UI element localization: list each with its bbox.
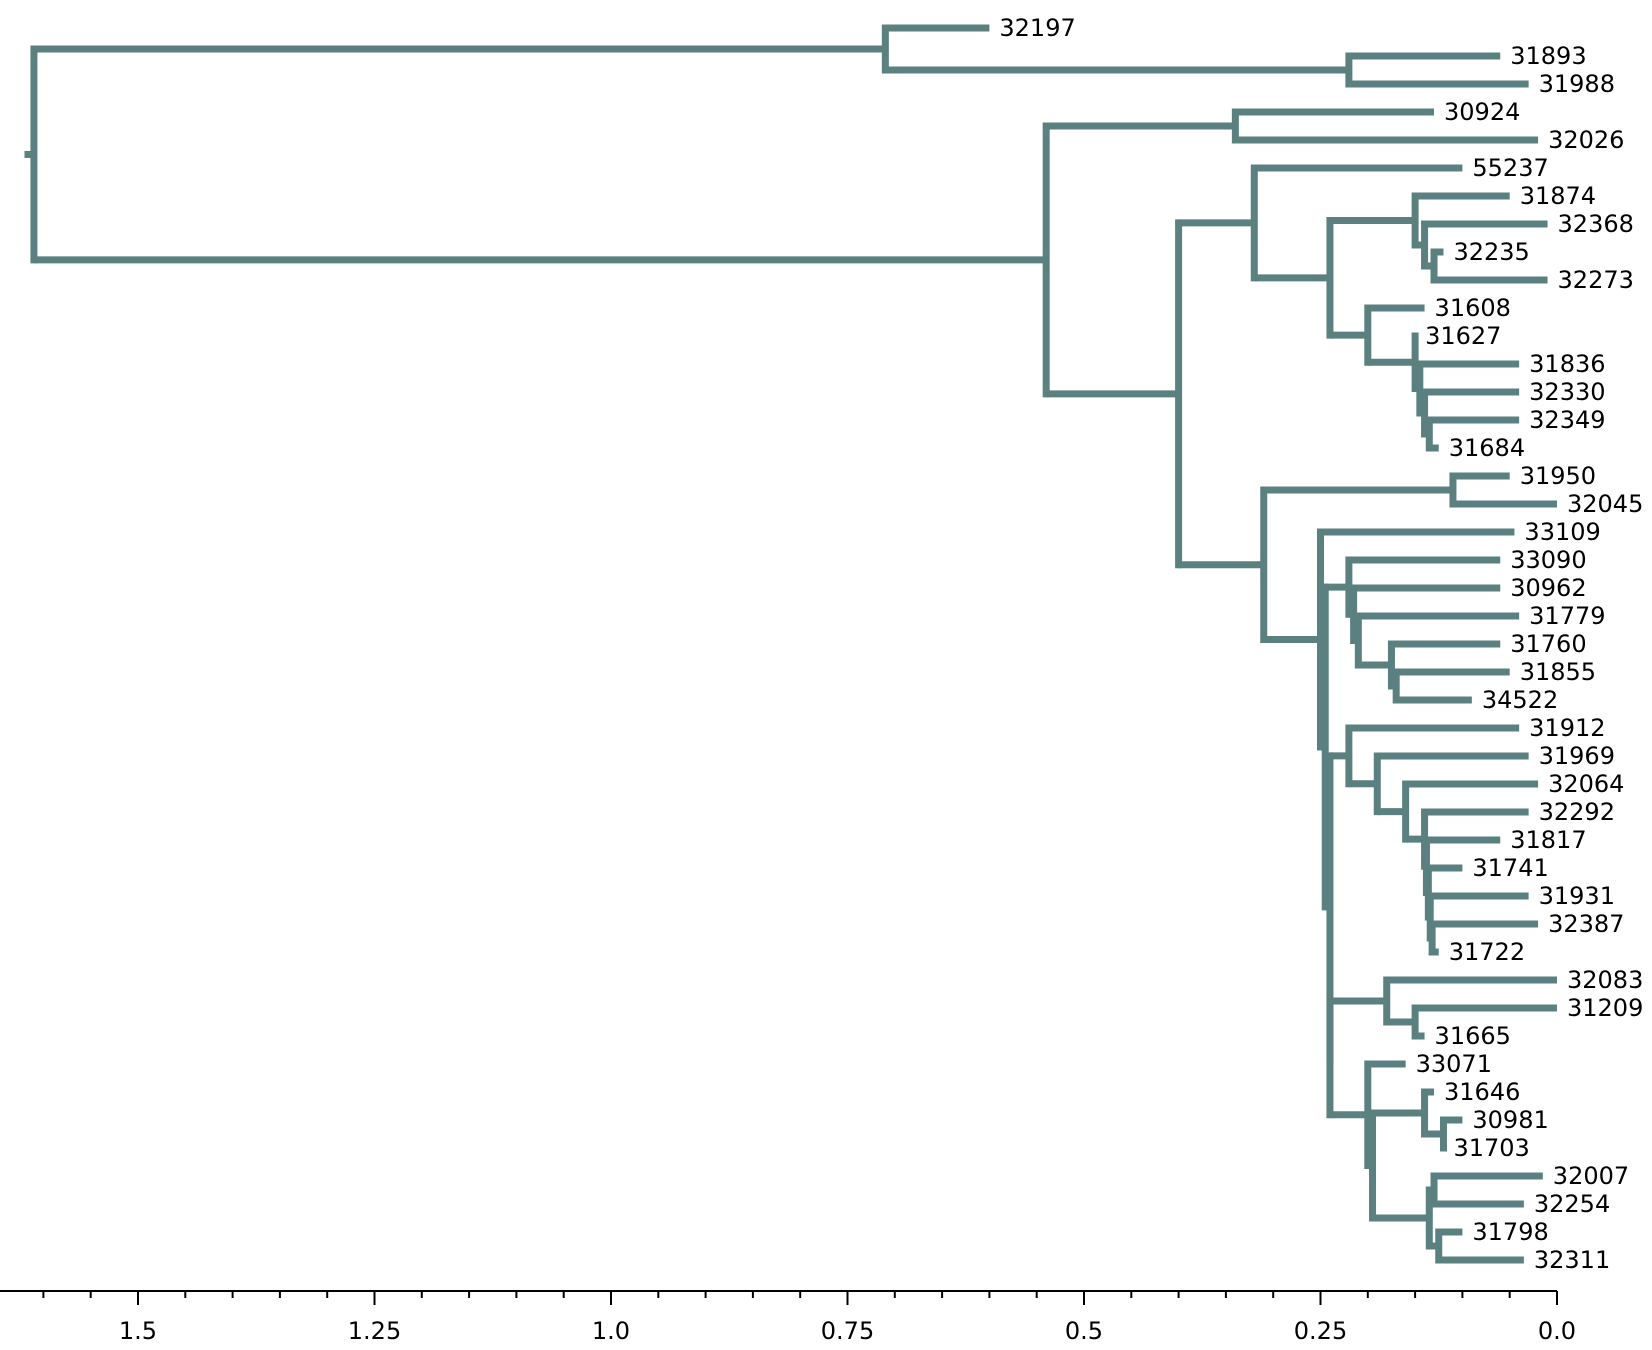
leaf-label-32273: 32273 xyxy=(1558,266,1634,294)
leaf-label-30924: 30924 xyxy=(1444,98,1520,126)
leaf-label-34522: 34522 xyxy=(1482,686,1558,714)
leaf-label-55237: 55237 xyxy=(1472,154,1548,182)
leaf-label-32026: 32026 xyxy=(1548,126,1624,154)
axis-tick-label: 1.5 xyxy=(119,1317,157,1345)
leaf-label-31608: 31608 xyxy=(1435,294,1511,322)
leaf-label-32045: 32045 xyxy=(1567,490,1643,518)
leaf-label-32349: 32349 xyxy=(1529,406,1605,434)
leaf-label-33071: 33071 xyxy=(1416,1050,1492,1078)
leaf-label-31684: 31684 xyxy=(1449,434,1525,462)
leaf-label-33090: 33090 xyxy=(1510,546,1586,574)
leaf-label-32330: 32330 xyxy=(1529,378,1605,406)
leaf-label-32387: 32387 xyxy=(1548,910,1624,938)
leaf-label-30981: 30981 xyxy=(1472,1106,1548,1134)
axis-tick-label: 0.5 xyxy=(1065,1317,1103,1345)
leaf-label-32311: 32311 xyxy=(1534,1246,1610,1274)
leaf-label-31703: 31703 xyxy=(1453,1134,1529,1162)
leaf-label-31760: 31760 xyxy=(1510,630,1586,658)
leaf-label-30962: 30962 xyxy=(1510,574,1586,602)
leaf-label-31646: 31646 xyxy=(1444,1078,1520,1106)
dendrogram-branches xyxy=(24,24,1557,1264)
leaf-label-31950: 31950 xyxy=(1520,462,1596,490)
leaf-label-31209: 31209 xyxy=(1567,994,1643,1022)
leaf-label-31627: 31627 xyxy=(1425,322,1501,350)
leaf-label-32197: 32197 xyxy=(999,14,1075,42)
leaf-label-31855: 31855 xyxy=(1520,658,1596,686)
leaf-label-32292: 32292 xyxy=(1539,798,1615,826)
leaf-label-32007: 32007 xyxy=(1553,1162,1629,1190)
leaf-label-31988: 31988 xyxy=(1539,70,1615,98)
leaf-label-31722: 31722 xyxy=(1449,938,1525,966)
leaf-label-31874: 31874 xyxy=(1520,182,1596,210)
axis-tick-label: 0.0 xyxy=(1538,1317,1576,1345)
leaf-label-31741: 31741 xyxy=(1472,854,1548,882)
leaf-label-32368: 32368 xyxy=(1558,210,1634,238)
axis-tick-label: 0.75 xyxy=(821,1317,874,1345)
leaf-label-31665: 31665 xyxy=(1435,1022,1511,1050)
axis-tick-label: 1.0 xyxy=(592,1317,630,1345)
leaf-label-32083: 32083 xyxy=(1567,966,1643,994)
leaf-label-31798: 31798 xyxy=(1472,1218,1548,1246)
x-axis: 1.5 1.25 1.0 0.75 0.5 0.25 0.0 xyxy=(0,1290,1576,1345)
leaf-label-31969: 31969 xyxy=(1539,742,1615,770)
leaf-label-32254: 32254 xyxy=(1534,1190,1610,1218)
axis-tick-label: 0.25 xyxy=(1294,1317,1347,1345)
leaf-label-31912: 31912 xyxy=(1529,714,1605,742)
leaf-label-31931: 31931 xyxy=(1539,882,1615,910)
leaf-label-33109: 33109 xyxy=(1524,518,1600,546)
leaf-label-31817: 31817 xyxy=(1510,826,1586,854)
leaf-label-31836: 31836 xyxy=(1529,350,1605,378)
leaf-label-32064: 32064 xyxy=(1548,770,1624,798)
leaf-label-31779: 31779 xyxy=(1529,602,1605,630)
axis-tick-label: 1.25 xyxy=(348,1317,401,1345)
leaf-label-32235: 32235 xyxy=(1453,238,1529,266)
leaf-label-31893: 31893 xyxy=(1510,42,1586,70)
